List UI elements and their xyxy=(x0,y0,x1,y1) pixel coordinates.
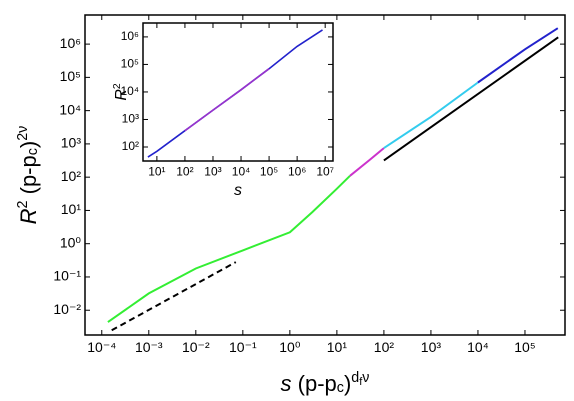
x-axis-label-part: (p-p xyxy=(292,371,337,396)
x-tick-label: 10³ xyxy=(421,339,442,355)
y-tick-label: 10⁻¹ xyxy=(53,268,81,284)
x-axis-label: s (p-pc)dfν xyxy=(281,370,370,396)
x-tick-label: 10⁵ xyxy=(260,165,278,179)
y-tick-label: 10⁶ xyxy=(121,29,139,43)
y-axis-label: R2 (p-pc)2ν xyxy=(15,126,41,225)
y-tick-label: 10⁵ xyxy=(121,57,139,71)
x-axis-label-part: ν xyxy=(362,370,369,386)
y-axis-label-part: ) xyxy=(16,141,41,148)
y-axis-label-part: c xyxy=(25,148,41,155)
axes-frame xyxy=(84,14,566,336)
y-axis-label-part: 2 xyxy=(112,83,123,89)
y-tick-label: 10² xyxy=(122,139,139,153)
series-line xyxy=(383,36,559,162)
y-axis-label: R2 xyxy=(112,83,130,101)
y-tick-label: 10³ xyxy=(122,112,139,126)
y-tick-label: 10⁵ xyxy=(60,68,81,84)
x-axis-label-part: c xyxy=(337,380,344,396)
series-line xyxy=(111,261,237,332)
y-axis-label-part: R xyxy=(113,89,130,101)
y-tick-label: 10⁶ xyxy=(60,35,81,51)
x-tick-label: 10¹ xyxy=(327,339,348,355)
x-tick-label: 10⁷ xyxy=(316,165,334,179)
y-tick-label: 10⁴ xyxy=(120,84,139,98)
x-axis-label-part: d xyxy=(351,370,359,386)
x-axis-label-part: ) xyxy=(344,371,351,396)
y-tick-label: 10¹ xyxy=(61,201,82,217)
y-tick-label: 10⁻² xyxy=(53,301,81,317)
y-axis-label-part: 2ν xyxy=(15,126,31,141)
y-tick-label: 10⁴ xyxy=(59,101,81,117)
panel: 10¹ 10² 10³ 10⁴ 10⁵ 10⁶ 10⁷ 10² 10³ 10⁴ 10⁵ 10⁶ s R2 xyxy=(112,22,334,199)
x-tick-label: 10⁻⁴ xyxy=(87,339,116,355)
axes-frame xyxy=(142,22,334,162)
x-tick-label: 10¹ xyxy=(148,165,165,179)
series-line xyxy=(184,68,270,132)
x-tick-label: 10⁴ xyxy=(232,165,251,179)
x-tick-label: 10⁰ xyxy=(279,339,301,355)
series-line xyxy=(349,147,385,177)
y-axis-label-part: 2 xyxy=(15,200,31,208)
x-tick-label: 10² xyxy=(374,339,395,355)
y-tick-label: 10⁰ xyxy=(60,234,82,250)
x-tick-label: 10⁵ xyxy=(514,339,535,355)
y-tick-label: 10³ xyxy=(61,135,82,151)
x-tick-label: 10³ xyxy=(204,165,221,179)
x-tick-label: 10⁻³ xyxy=(135,339,163,355)
x-axis-label-part: s xyxy=(281,371,292,396)
series-line xyxy=(383,81,479,149)
x-tick-label: 10⁻¹ xyxy=(229,339,257,355)
x-axis-label-part: f xyxy=(359,376,363,388)
y-axis-label-part: (p-p xyxy=(16,155,41,200)
x-axis-label-part: s xyxy=(234,182,242,199)
x-tick-label: 10⁴ xyxy=(467,339,489,355)
series-line xyxy=(477,27,559,84)
series-line xyxy=(107,175,351,323)
x-tick-label: 10⁶ xyxy=(288,165,306,179)
x-axis-label: s xyxy=(234,182,242,199)
y-tick-label: 10² xyxy=(61,168,82,184)
x-tick-label: 10⁻² xyxy=(182,339,210,355)
x-tick-label: 10² xyxy=(176,165,193,179)
y-axis-label-part: R xyxy=(16,208,41,224)
